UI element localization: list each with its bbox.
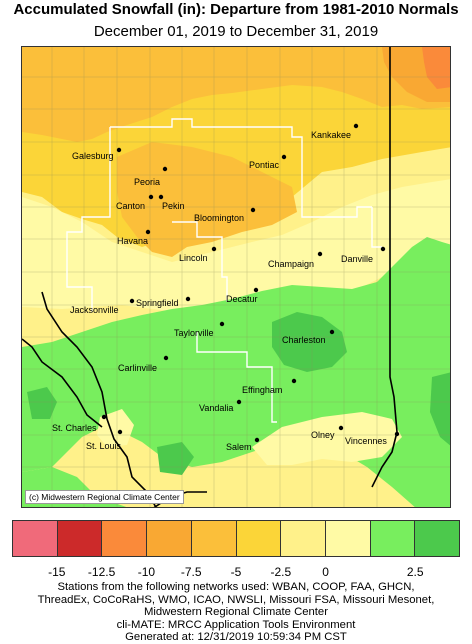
- zone-dark-green-sw: [27, 387, 57, 419]
- legend-ticks: -15 -12.5 -10 -7.5 -5 -2.5 0 2.5: [12, 565, 460, 581]
- city-dot-st-louis: [117, 429, 123, 435]
- footer-generated-time: Generated at: 12/31/2019 10:59:34 PM CST: [125, 631, 347, 643]
- zone-green-east: [402, 252, 450, 376]
- zone-dark-green-charleston: [272, 312, 347, 372]
- legend-swatch-5: [191, 521, 237, 556]
- city-label-carlinville: Carlinville: [118, 363, 157, 373]
- city-label-charleston: Charleston: [282, 335, 326, 345]
- city-label-havana: Havana: [117, 236, 148, 246]
- city-label-lincoln: Lincoln: [179, 253, 208, 263]
- zone-red-orange-ne: [422, 47, 450, 89]
- city-dot-canton: [148, 194, 154, 200]
- city-label-pekin: Pekin: [162, 201, 185, 211]
- legend-tick-label: -7.5: [180, 565, 202, 579]
- city-label-peoria: Peoria: [134, 177, 160, 187]
- legend-tick-label: -12.5: [87, 565, 116, 579]
- city-label-pontiac: Pontiac: [249, 160, 280, 170]
- city-label-jacksonville: Jacksonville: [70, 305, 119, 315]
- legend-tick-label: -2.5: [270, 565, 292, 579]
- city-dot-kankakee: [353, 123, 359, 129]
- map-canvas: Galesburg Kankakee Peoria Pontiac Canton…: [22, 47, 450, 507]
- legend-swatch-9: [370, 521, 416, 556]
- city-label-galesburg: Galesburg: [72, 151, 114, 161]
- legend-swatch-2: [57, 521, 103, 556]
- city-dot-peoria: [162, 166, 168, 172]
- legend-swatch-1: [13, 521, 58, 556]
- zone-orange-north: [22, 47, 450, 142]
- city-label-effingham: Effingham: [242, 385, 282, 395]
- city-label-danville: Danville: [341, 254, 373, 264]
- city-dot-bloomington: [250, 207, 256, 213]
- legend-swatch-10: [415, 521, 460, 556]
- city-dot-springfield: [185, 296, 191, 302]
- city-label-springfield: Springfield: [136, 298, 179, 308]
- city-dot-effingham: [291, 378, 297, 384]
- city-label-st-charles: St. Charles: [52, 423, 97, 433]
- city-label-bloomington: Bloomington: [194, 213, 244, 223]
- city-dot-charleston: [329, 329, 335, 335]
- city-dot-decatur: [253, 287, 259, 293]
- footer-tool-name: cli-MATE: MRCC Application Tools Environ…: [116, 618, 356, 631]
- footer-networks-line-3: Midwestern Regional Climate Center: [144, 606, 328, 618]
- city-labels: Galesburg Kankakee Peoria Pontiac Canton…: [52, 130, 387, 452]
- legend-tick-label: -5: [230, 565, 242, 579]
- city-dot-champaign: [317, 251, 323, 257]
- map-credit: (c) Midwestern Regional Climate Center: [25, 490, 184, 504]
- city-label-champaign: Champaign: [268, 259, 314, 269]
- city-dot-jacksonville: [129, 298, 135, 304]
- city-label-salem: Salem: [226, 442, 252, 452]
- city-dot-pekin: [158, 194, 164, 200]
- legend-tick-label: -15: [48, 565, 66, 579]
- map-date-range: December 01, 2019 to December 31, 2019: [93, 23, 379, 40]
- zone-dark-green-south: [157, 442, 194, 475]
- city-dot-carlinville: [163, 355, 169, 361]
- legend-swatch-8: [325, 521, 371, 556]
- city-dot-danville: [380, 246, 386, 252]
- forecast-office-boundaries: [66, 118, 382, 423]
- zone-orange-central: [117, 142, 297, 257]
- city-dot-pontiac: [281, 154, 287, 160]
- legend-swatch-4: [147, 521, 192, 556]
- legend-tick-label: 0: [322, 565, 329, 579]
- color-legend: [12, 520, 460, 557]
- footer-networks-line-2: ThreadEx, CoCoRaHS, WMO, ICAO, NWSLI, Mi…: [37, 593, 435, 606]
- legend-tick-label: -10: [137, 565, 156, 579]
- zone-light-yellow: [22, 179, 450, 312]
- city-dot-st-charles: [101, 414, 107, 420]
- legend-swatch-3: [102, 521, 148, 556]
- zone-dark-green-east: [430, 372, 450, 446]
- footer-networks-line-1: Stations from the following networks use…: [57, 581, 415, 593]
- city-label-vincennes: Vincennes: [345, 436, 387, 446]
- city-dot-salem: [254, 437, 260, 443]
- snowfall-departure-map: Galesburg Kankakee Peoria Pontiac Canton…: [21, 46, 451, 508]
- zone-light-yellow-south: [252, 412, 402, 465]
- city-label-vandalia: Vandalia: [199, 403, 233, 413]
- city-dot-havana: [145, 229, 151, 235]
- city-label-decatur: Decatur: [226, 294, 258, 304]
- city-label-canton: Canton: [116, 201, 145, 211]
- city-label-st-louis: St. Louis: [86, 441, 122, 451]
- city-dot-olney: [338, 425, 344, 431]
- map-title: Accumulated Snowfall (in): Departure fro…: [13, 1, 459, 18]
- city-label-olney: Olney: [311, 430, 335, 440]
- footer-notes: Stations from the following networks use…: [0, 581, 472, 644]
- city-dot-taylorville: [219, 321, 225, 327]
- city-dot-lincoln: [211, 246, 217, 252]
- legend-swatch-6: [236, 521, 282, 556]
- city-dot-vandalia: [236, 399, 242, 405]
- city-label-taylorville: Taylorville: [174, 328, 214, 338]
- city-markers: [101, 123, 400, 443]
- city-dot-vincennes: [394, 431, 400, 437]
- legend-tick-label: 2.5: [406, 565, 424, 579]
- legend-swatch-7: [281, 521, 326, 556]
- city-dot-galesburg: [116, 147, 122, 153]
- city-label-kankakee: Kankakee: [311, 130, 351, 140]
